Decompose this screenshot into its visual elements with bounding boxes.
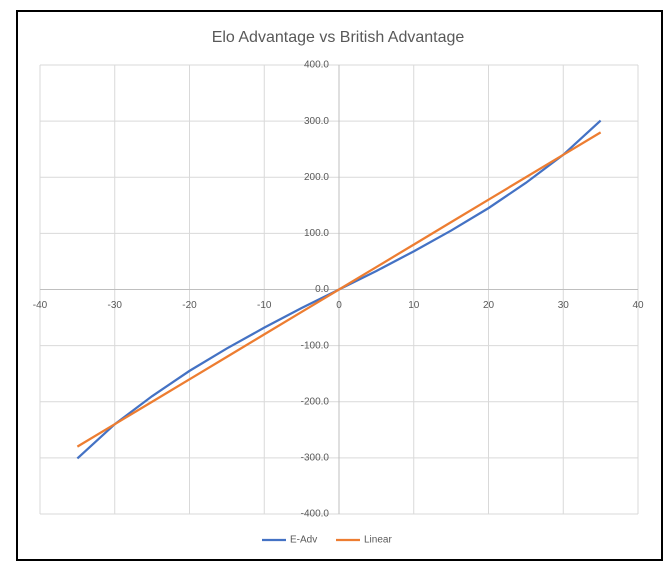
x-tick-label: -40	[33, 300, 48, 311]
series-line	[76, 131, 602, 448]
y-tick-label: -300.0	[301, 453, 330, 464]
x-tick-label: -20	[182, 300, 197, 311]
y-tick-label: 0.0	[315, 284, 329, 295]
y-tick-label: -100.0	[301, 340, 330, 351]
legend-label: E-Adv	[290, 535, 317, 546]
y-tick-label: 400.0	[304, 60, 329, 71]
x-tick-label: 20	[483, 300, 495, 311]
y-tick-label: 100.0	[304, 228, 329, 239]
y-tick-label: 300.0	[304, 116, 329, 127]
x-tick-label: -30	[108, 300, 123, 311]
x-tick-label: 30	[558, 300, 570, 311]
y-tick-label: 200.0	[304, 172, 329, 183]
legend-label: Linear	[364, 535, 392, 546]
x-tick-label: 0	[336, 300, 342, 311]
y-tick-label: -200.0	[301, 396, 330, 407]
x-tick-label: 10	[408, 300, 420, 311]
chart-title: Elo Advantage vs British Advantage	[212, 29, 465, 46]
y-tick-label: -400.0	[301, 509, 330, 520]
x-tick-label: -10	[257, 300, 272, 311]
x-tick-label: 40	[632, 300, 644, 311]
